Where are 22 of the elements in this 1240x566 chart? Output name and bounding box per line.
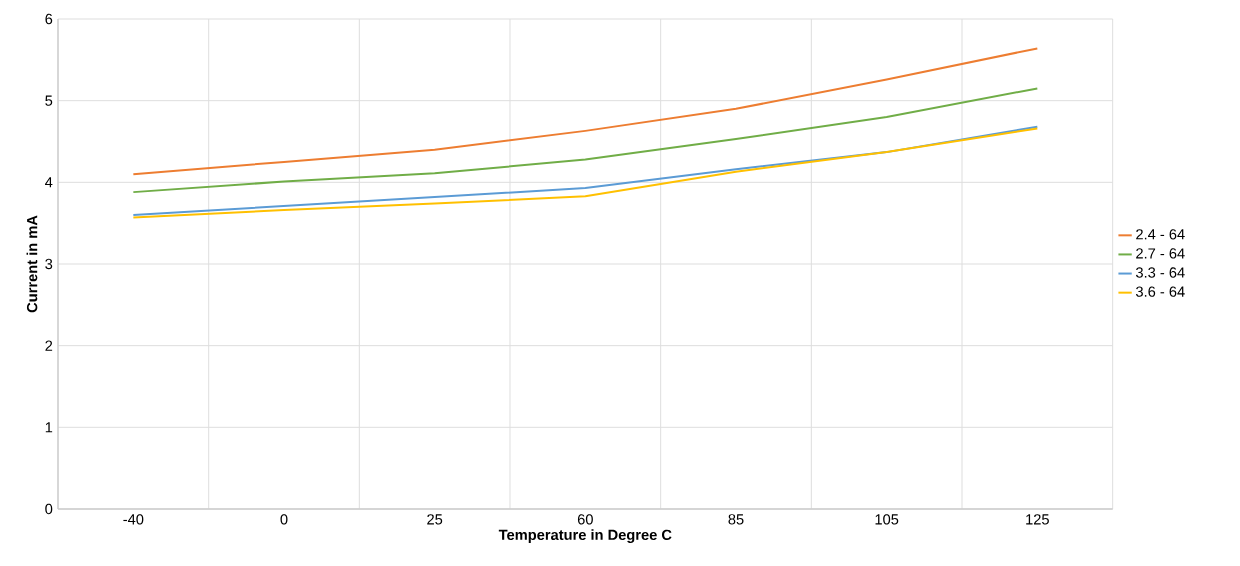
x-tick-label: 105 — [875, 514, 899, 525]
x-tick-label: 125 — [1026, 514, 1049, 525]
y-tick-label: 0 — [45, 503, 53, 515]
line-series — [132, 87, 1039, 194]
x-tick-label: 60 — [577, 514, 593, 525]
y-tick-label: 4 — [45, 177, 53, 188]
y-tick-label: 3 — [45, 258, 53, 270]
x-tick-label: 85 — [728, 514, 744, 525]
legend-label: 3.6 - 64 — [1135, 286, 1185, 297]
x-tick-label: -40 — [123, 514, 144, 525]
x-axis-title: Temperature in Degree C — [498, 529, 672, 543]
y-tick-label: 2 — [45, 340, 53, 351]
y-tick-label: 6 — [45, 13, 53, 25]
legend-label: 3.3 - 64 — [1135, 267, 1185, 278]
y-tick-label: 1 — [45, 422, 53, 433]
y-tick-label: 5 — [45, 95, 53, 106]
legend-label: 2.7 - 64 — [1136, 248, 1185, 259]
legend-label: 2.4 - 64 — [1136, 229, 1185, 240]
x-tick-label: 25 — [427, 514, 443, 525]
y-axis-title: Current in mA — [26, 215, 38, 313]
line-series — [132, 47, 1039, 176]
x-tick-label: 0 — [280, 514, 288, 525]
